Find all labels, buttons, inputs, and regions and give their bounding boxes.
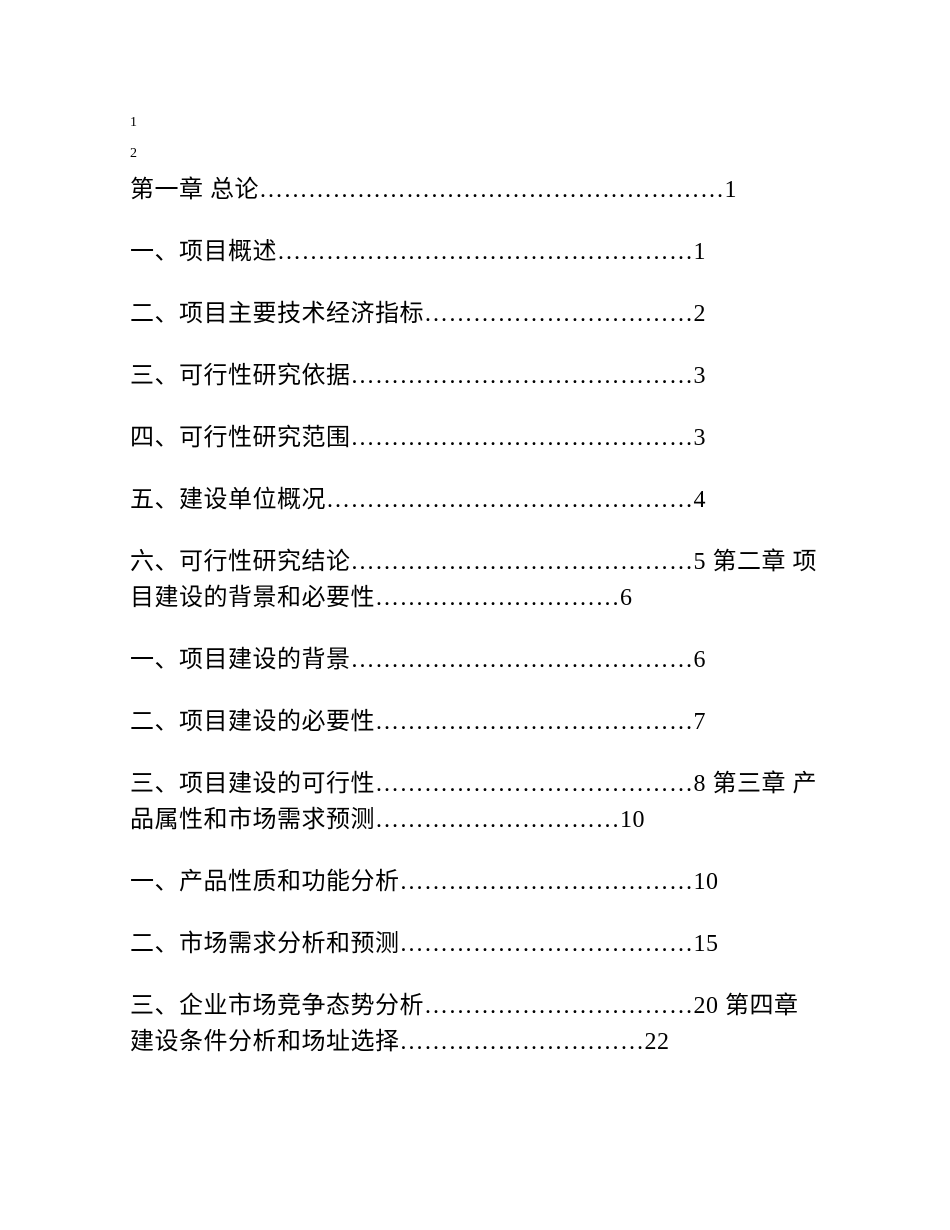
toc-entry: 六、可行性研究结论……………………………………5 第二章 项目建设的背景和必要性… (130, 544, 820, 616)
header-number-1: 1 (130, 110, 820, 135)
toc-entry: 二、市场需求分析和预测………………………………15 (130, 926, 820, 962)
toc-entry: 三、企业市场竞争态势分析……………………………20 第四章 建设条件分析和场址选… (130, 988, 820, 1060)
toc-entry: 三、项目建设的可行性…………………………………8 第三章 产品属性和市场需求预测… (130, 766, 820, 838)
toc-entry: 二、项目建设的必要性…………………………………7 (130, 704, 820, 740)
toc-entry: 五、建设单位概况………………………………………4 (130, 482, 820, 518)
toc-entry: 二、项目主要技术经济指标……………………………2 (130, 296, 820, 332)
toc-entry: 一、产品性质和功能分析………………………………10 (130, 864, 820, 900)
toc-entry: 四、可行性研究范围……………………………………3 (130, 420, 820, 456)
toc-entry: 一、项目概述……………………………………………1 (130, 234, 820, 270)
toc-entry: 三、可行性研究依据……………………………………3 (130, 358, 820, 394)
toc-entry: 一、项目建设的背景……………………………………6 (130, 642, 820, 678)
toc-entry: 第一章 总论…………………………………………………1 (130, 172, 820, 208)
header-number-2: 2 (130, 141, 820, 166)
